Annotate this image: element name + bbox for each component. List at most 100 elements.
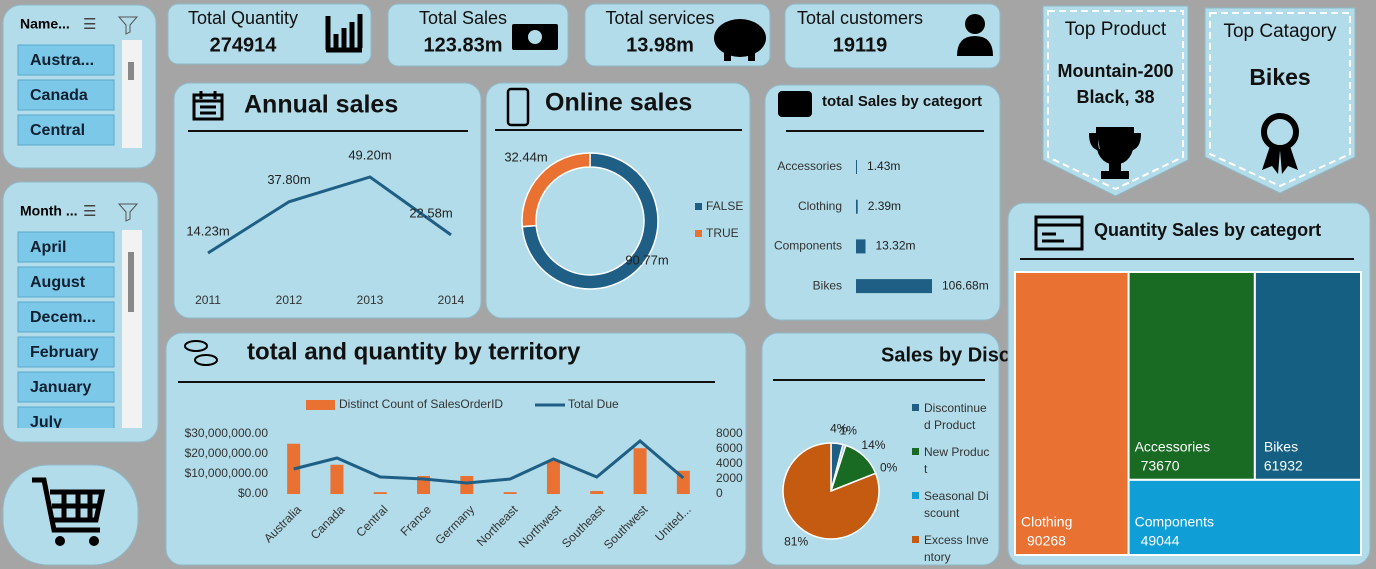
donut-slice bbox=[521, 152, 591, 228]
data-label: 0% bbox=[880, 460, 898, 474]
bar bbox=[856, 199, 858, 214]
scroll-thumb bbox=[128, 252, 134, 312]
x-tick-label: 2011 bbox=[195, 293, 221, 307]
slicer-item-label: August bbox=[30, 274, 86, 291]
y2-tick-label: 4000 bbox=[716, 456, 743, 470]
data-label: 32.44m bbox=[504, 149, 547, 164]
panel bbox=[165, 332, 747, 566]
bar bbox=[330, 464, 344, 494]
kpi-label: Total customers bbox=[797, 8, 923, 28]
slicer-item-label: February bbox=[30, 344, 99, 361]
slicer-item[interactable] bbox=[17, 406, 115, 437]
slicer-item[interactable] bbox=[17, 371, 115, 403]
cart-wheel bbox=[89, 536, 99, 546]
trophy-icon bbox=[1088, 127, 1142, 179]
slicer-title: Name... bbox=[20, 16, 70, 32]
slicer-item[interactable] bbox=[17, 44, 115, 76]
slicer-item[interactable] bbox=[17, 231, 115, 263]
coins-icon bbox=[194, 354, 218, 366]
legend-swatch bbox=[912, 404, 919, 411]
wallet-icon bbox=[778, 91, 812, 117]
panel bbox=[784, 3, 1001, 69]
ribbon-icon bbox=[1262, 146, 1298, 174]
slicer-item-label: Decem... bbox=[30, 309, 96, 326]
slicer-item[interactable] bbox=[17, 301, 115, 333]
data-label: 2.39m bbox=[868, 199, 901, 213]
y-tick-label: $10,000,000.00 bbox=[185, 466, 269, 480]
data-label: 1.43m bbox=[867, 159, 900, 173]
y2-tick-label: 8000 bbox=[716, 426, 743, 440]
kpi-label: Total Quantity bbox=[188, 8, 298, 28]
scrollbar bbox=[122, 40, 142, 148]
bar bbox=[856, 160, 858, 174]
slicer-item[interactable] bbox=[17, 336, 115, 368]
x-tick-label: 2012 bbox=[276, 293, 303, 307]
kpi-icon bbox=[724, 50, 731, 61]
y-tick-label: $20,000,000.00 bbox=[185, 446, 269, 460]
kpi-value: 13.98m bbox=[626, 34, 694, 56]
filter-icon bbox=[117, 203, 139, 222]
bar bbox=[856, 239, 866, 254]
cart-wheel bbox=[55, 536, 65, 546]
slicer-title: Month ... bbox=[20, 203, 78, 219]
slicer-item[interactable] bbox=[17, 79, 115, 111]
y2-tick-label: 6000 bbox=[716, 441, 743, 455]
panel bbox=[173, 82, 482, 319]
data-label: 90.77m bbox=[625, 252, 668, 267]
y-tick-label: $30,000,000.00 bbox=[185, 426, 269, 440]
bar bbox=[856, 279, 932, 294]
data-label: 14% bbox=[861, 438, 885, 452]
treemap-label: Bikes bbox=[1264, 439, 1298, 455]
slicer-item-label: January bbox=[30, 379, 91, 396]
badge bbox=[1042, 5, 1189, 197]
ribbon-icon bbox=[1261, 113, 1299, 151]
donut-slice bbox=[521, 152, 659, 290]
kpi-icon bbox=[965, 14, 985, 34]
kpi-icon bbox=[714, 19, 766, 57]
legend-swatch bbox=[695, 230, 702, 237]
slicer-item-label: July bbox=[30, 414, 62, 431]
data-label: 4% bbox=[830, 422, 848, 436]
browser-icon bbox=[1034, 215, 1084, 251]
chart-title: Annual sales bbox=[244, 91, 398, 119]
filter-icon bbox=[117, 16, 139, 35]
kpi-icon bbox=[957, 36, 993, 56]
y-tick-label: Components bbox=[774, 239, 842, 253]
scrollbar bbox=[122, 230, 142, 428]
kpi-value: 123.83m bbox=[424, 34, 503, 56]
kpi-label: Total services bbox=[605, 8, 714, 28]
coins-icon bbox=[184, 340, 208, 352]
chart-title: total Sales by categort bbox=[822, 93, 982, 110]
calendar-icon bbox=[194, 91, 222, 115]
legend-label: Total Due bbox=[568, 397, 619, 411]
kpi-icon bbox=[325, 14, 363, 53]
y-tick-label: Clothing bbox=[798, 199, 842, 213]
cart-panel bbox=[2, 464, 139, 566]
slicer-item[interactable] bbox=[17, 266, 115, 298]
slicer-item[interactable] bbox=[17, 114, 115, 146]
badge-border bbox=[1209, 12, 1351, 188]
bar bbox=[373, 492, 387, 494]
legend-label: Distinct Count of SalesOrderID bbox=[339, 397, 503, 411]
bar bbox=[546, 461, 560, 494]
chart-title: Online sales bbox=[545, 89, 692, 117]
legend-swatch bbox=[912, 536, 919, 543]
phone-icon bbox=[506, 87, 530, 127]
y2-tick-label: 0 bbox=[716, 486, 723, 500]
legend-swatch bbox=[912, 492, 919, 499]
data-label: 22.58m bbox=[409, 205, 452, 220]
legend-swatch bbox=[695, 203, 702, 210]
treemap-value: 90268 bbox=[1027, 533, 1066, 549]
slicer-item-label: Austra... bbox=[30, 52, 94, 69]
treemap-value: 73670 bbox=[1141, 458, 1180, 474]
slicer-items: Austra... Canada Central bbox=[17, 44, 115, 146]
kpi-value: 19119 bbox=[833, 34, 888, 56]
legend-swatch bbox=[306, 400, 335, 410]
y2-tick-label: 2000 bbox=[716, 471, 743, 485]
line bbox=[293, 439, 685, 485]
badge bbox=[1204, 7, 1356, 194]
data-label: 14.23m bbox=[186, 223, 229, 238]
panel bbox=[764, 84, 1001, 321]
